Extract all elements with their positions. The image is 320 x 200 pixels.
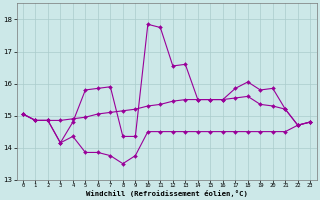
X-axis label: Windchill (Refroidissement éolien,°C): Windchill (Refroidissement éolien,°C) [86, 190, 248, 197]
